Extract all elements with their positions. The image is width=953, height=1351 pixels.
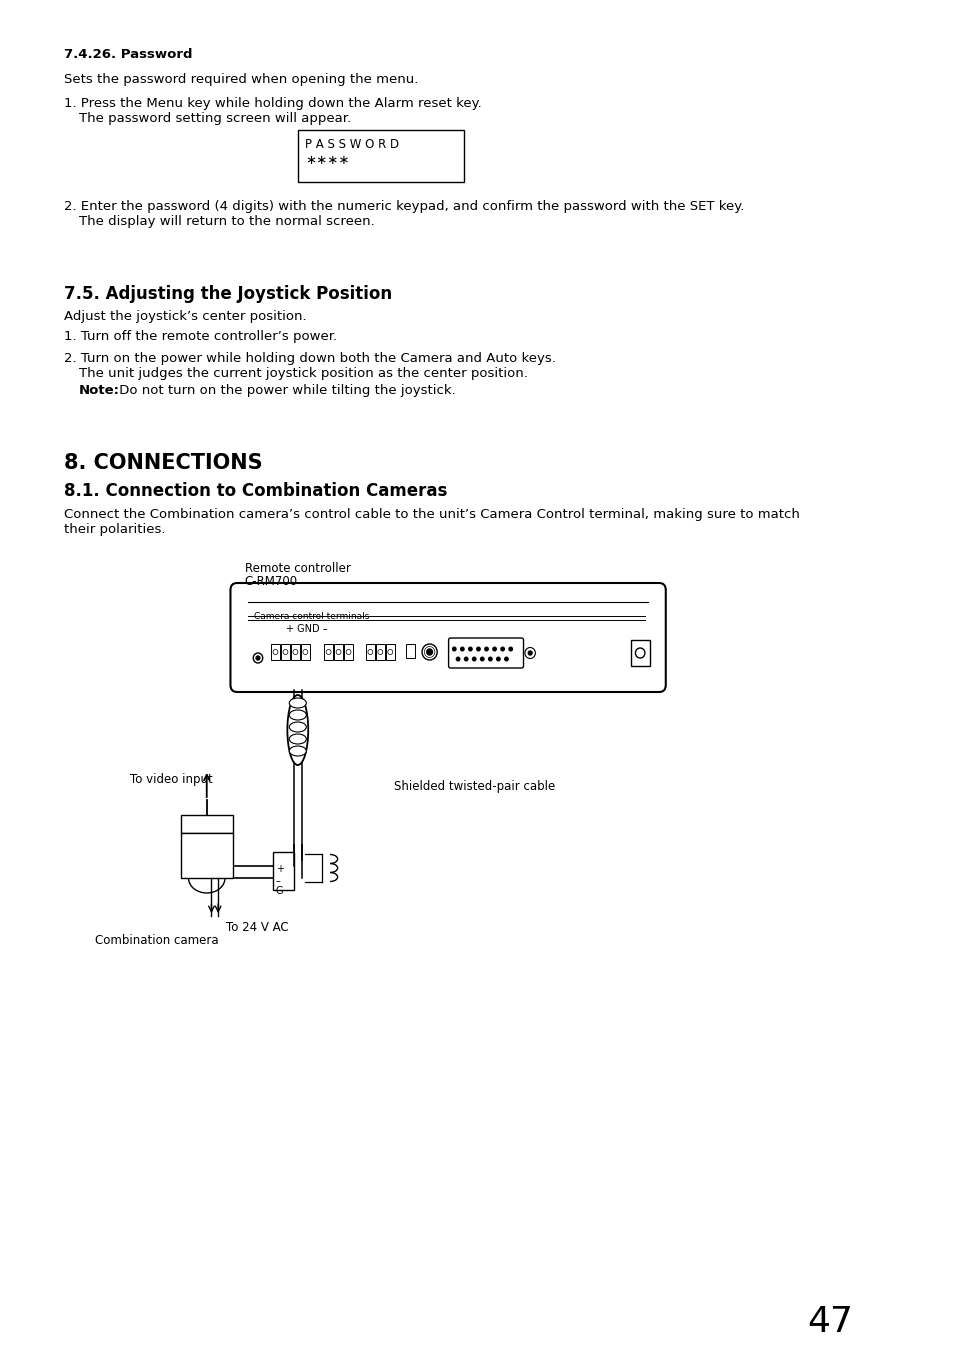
Ellipse shape: [289, 734, 306, 744]
FancyBboxPatch shape: [448, 638, 523, 667]
Text: Shielded twisted-pair cable: Shielded twisted-pair cable: [394, 780, 555, 793]
Text: ∗∗∗∗: ∗∗∗∗: [305, 154, 350, 168]
Ellipse shape: [287, 694, 308, 765]
Text: To video input: To video input: [130, 773, 213, 786]
Bar: [630, 640, 649, 666]
Text: To 24 V AC: To 24 V AC: [226, 921, 288, 934]
Bar: [324, 644, 333, 661]
Bar: [344, 644, 353, 661]
Text: their polarities.: their polarities.: [65, 523, 166, 536]
Text: + GND –: + GND –: [286, 624, 328, 634]
Text: 1. Turn off the remote controller’s power.: 1. Turn off the remote controller’s powe…: [65, 330, 337, 343]
Circle shape: [528, 651, 532, 655]
Bar: [405, 644, 415, 658]
Bar: [181, 815, 233, 834]
Text: 47: 47: [807, 1305, 853, 1339]
Text: C-RM700: C-RM700: [244, 576, 297, 588]
Ellipse shape: [289, 711, 306, 720]
Text: 1. Press the Menu key while holding down the Alarm reset key.: 1. Press the Menu key while holding down…: [65, 97, 481, 109]
Text: Camera control terminals: Camera control terminals: [253, 612, 369, 621]
Text: G: G: [275, 886, 283, 896]
Text: Connect the Combination camera’s control cable to the unit’s Camera Control term: Connect the Combination camera’s control…: [65, 508, 800, 521]
Circle shape: [456, 657, 459, 661]
Text: The password setting screen will appear.: The password setting screen will appear.: [79, 112, 351, 126]
Text: Do not turn on the power while tilting the joystick.: Do not turn on the power while tilting t…: [114, 384, 455, 397]
Bar: [181, 834, 233, 878]
Text: 8.1. Connection to Combination Cameras: 8.1. Connection to Combination Cameras: [65, 482, 447, 500]
Text: +: +: [275, 865, 284, 874]
Text: Combination camera: Combination camera: [94, 934, 218, 947]
Text: Remote controller: Remote controller: [244, 562, 350, 576]
Bar: [273, 852, 294, 890]
Text: Sets the password required when opening the menu.: Sets the password required when opening …: [65, 73, 418, 86]
Bar: [301, 644, 310, 661]
Circle shape: [497, 657, 499, 661]
Text: 2. Enter the password (4 digits) with the numeric keypad, and confirm the passwo: 2. Enter the password (4 digits) with th…: [65, 200, 744, 213]
Text: The display will return to the normal screen.: The display will return to the normal sc…: [79, 215, 375, 228]
Bar: [386, 644, 395, 661]
Circle shape: [500, 647, 504, 651]
Circle shape: [484, 647, 488, 651]
Bar: [281, 644, 290, 661]
Circle shape: [452, 647, 456, 651]
Text: The unit judges the current joystick position as the center position.: The unit judges the current joystick pos…: [79, 367, 527, 380]
Ellipse shape: [289, 721, 306, 732]
Ellipse shape: [289, 698, 306, 708]
Bar: [366, 644, 375, 661]
Text: 2. Turn on the power while holding down both the Camera and Auto keys.: 2. Turn on the power while holding down …: [65, 353, 556, 365]
Bar: [271, 644, 279, 661]
Text: Note:: Note:: [79, 384, 119, 397]
Circle shape: [509, 647, 512, 651]
FancyBboxPatch shape: [231, 584, 665, 692]
Bar: [291, 644, 299, 661]
Text: Adjust the joystick’s center position.: Adjust the joystick’s center position.: [65, 309, 307, 323]
Bar: [334, 644, 342, 661]
Circle shape: [472, 657, 476, 661]
Bar: [297, 130, 463, 182]
Text: 7.4.26. Password: 7.4.26. Password: [65, 49, 193, 61]
Ellipse shape: [289, 746, 306, 757]
Bar: [375, 644, 384, 661]
Circle shape: [460, 647, 463, 651]
Circle shape: [468, 647, 472, 651]
Text: P A S S W O R D: P A S S W O R D: [305, 138, 399, 151]
Text: 7.5. Adjusting the Joystick Position: 7.5. Adjusting the Joystick Position: [65, 285, 393, 303]
Text: –: –: [275, 875, 280, 886]
Circle shape: [476, 647, 479, 651]
Text: 8. CONNECTIONS: 8. CONNECTIONS: [65, 453, 263, 473]
Circle shape: [480, 657, 483, 661]
Circle shape: [504, 657, 508, 661]
Circle shape: [493, 647, 496, 651]
Circle shape: [488, 657, 492, 661]
Circle shape: [255, 657, 259, 661]
Circle shape: [464, 657, 467, 661]
Circle shape: [426, 648, 432, 655]
